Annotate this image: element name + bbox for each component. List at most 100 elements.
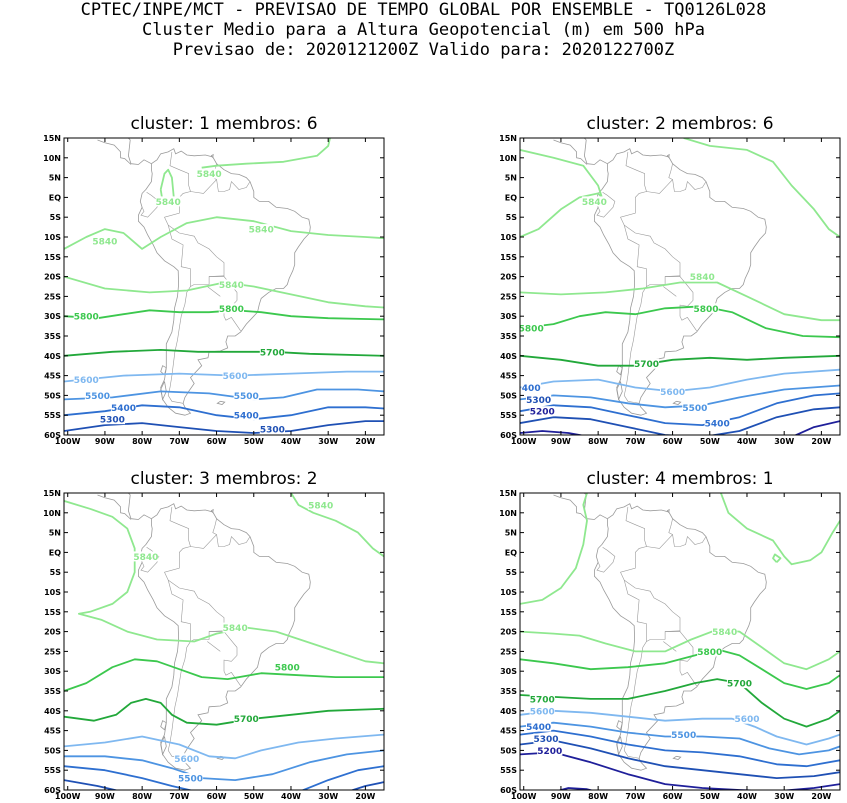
contour-label: 5400 — [526, 723, 551, 733]
panel-4-title: cluster: 4 membros: 1 — [586, 469, 774, 489]
contour-line — [520, 305, 840, 339]
contour-label: 5700 — [634, 360, 659, 370]
lon-tick-label: 80W — [132, 437, 152, 445]
lat-tick-label: 10N — [499, 509, 517, 518]
contour-line — [64, 388, 384, 401]
contour-line — [64, 349, 384, 357]
contour-label: 5600 — [174, 755, 199, 765]
lat-tick-label: 25S — [44, 292, 61, 301]
contour-label: 5700 — [234, 715, 259, 725]
lat-tick-label: 35S — [44, 332, 61, 341]
lat-tick-label: 15N — [499, 489, 517, 498]
map-layer: 5840 5840 5800 5800 5700 5600 5500 5400 400 5300 5… — [519, 138, 840, 435]
contour-line — [520, 149, 603, 198]
lon-tick-label: 30W — [774, 437, 794, 445]
panel-2-title: cluster: 2 membros: 6 — [586, 114, 774, 134]
contour-label: 5300 — [526, 396, 551, 406]
contour-label-bg — [73, 311, 99, 322]
contour-label-bg — [526, 394, 552, 405]
lat-tick-label: 60S — [44, 786, 61, 795]
contour-label: 5840 — [92, 238, 117, 248]
contour-label: 5840 — [197, 170, 222, 180]
lat-tick-label: 10N — [499, 154, 517, 163]
country-borders — [140, 151, 251, 404]
lon-tick-label: 20W — [811, 792, 831, 801]
contour-label: 5700 — [530, 695, 555, 705]
lat-tick-label: 60S — [44, 431, 61, 440]
lat-tick-label: 50S — [500, 391, 517, 400]
contour-label-bg — [671, 729, 697, 740]
contour-label-bg — [689, 271, 715, 282]
contour-label-bg — [110, 402, 137, 413]
lat-tick-label: 10S — [500, 233, 517, 242]
lat-tick-label: 60S — [500, 431, 517, 440]
lat-tick-label: 40S — [500, 707, 517, 716]
contour-line — [520, 729, 840, 768]
map-layer: 5840 5840 5840 5800 5700 5600 5500 — [64, 493, 384, 790]
lat-tick-label: 45S — [44, 727, 61, 736]
contour-label-bg — [233, 410, 259, 421]
lon-tick-label: 100W — [511, 437, 537, 445]
contour-label-bg — [526, 721, 552, 732]
contour-label-bg — [537, 745, 563, 756]
contour-line — [64, 698, 384, 726]
contour-line — [520, 384, 840, 409]
contour-label: 400 — [522, 384, 541, 394]
lat-tick-label: 15N — [43, 134, 61, 143]
lat-tick-label: 40S — [44, 707, 61, 716]
contour-label-bg — [581, 196, 607, 207]
contour-line — [201, 138, 331, 169]
lon-tick-label: 80W — [132, 792, 152, 801]
contour-label-bg — [633, 358, 660, 369]
lat-tick-label: 5S — [506, 568, 518, 577]
panel-1-title: cluster: 1 membros: 6 — [130, 114, 318, 134]
lat-tick-label: 45S — [500, 372, 517, 381]
map-frame — [63, 492, 385, 791]
lat-tick-label: 10N — [43, 154, 61, 163]
contour-label-bg — [660, 386, 686, 397]
contour-label: 5800 — [697, 648, 722, 658]
lat-tick-label: 15S — [44, 608, 61, 617]
contour-line — [520, 406, 840, 435]
contour-line — [520, 678, 840, 728]
contour-label: 5400 — [705, 420, 730, 430]
contour-label: 5500 — [85, 392, 110, 402]
lat-tick-label: 60S — [500, 786, 517, 795]
lon-tick-label: 100W — [55, 437, 81, 445]
contour-label: 5800 — [275, 664, 300, 674]
lat-tick-label: 5S — [506, 213, 518, 222]
map-panel-cluster-2: 5840 5840 5800 5800 5700 5600 5500 5400 400 5300 5… — [499, 134, 841, 445]
lon-tick-label: 60W — [663, 792, 683, 801]
contour-label-bg — [177, 773, 204, 784]
map-layer: 5840 5800 5700 5700 5600 5600 5500 5400 5300 5200 — [520, 493, 840, 790]
contour-label: 5840 — [223, 624, 248, 634]
lon-tick-label: 100W — [55, 792, 81, 801]
lat-tick-label: EQ — [505, 193, 517, 202]
lat-tick-label: EQ — [505, 548, 517, 557]
lat-tick-label: 30S — [500, 667, 517, 676]
lat-tick-label: 20S — [44, 273, 61, 282]
country-borders — [596, 506, 707, 759]
contour-line — [64, 779, 119, 790]
lon-tick-label: 40W — [737, 437, 757, 445]
lat-tick-label: 10S — [500, 588, 517, 597]
contour-line — [300, 765, 384, 790]
lat-tick-label: 55S — [44, 411, 61, 420]
contour-line — [520, 721, 840, 756]
contour-line — [520, 628, 840, 671]
contour-label: 5800 — [519, 325, 544, 335]
map-frame — [519, 137, 841, 436]
lon-tick-label: 60W — [663, 437, 683, 445]
contour-label: 5200 — [537, 747, 562, 757]
contour-label-bg — [529, 693, 555, 704]
contour-label-bg — [99, 414, 125, 425]
header-line-2: Cluster Medio para a Altura Geopotencial… — [142, 20, 705, 40]
contour-line — [520, 739, 840, 779]
contour-label-bg — [174, 753, 200, 764]
contour-label: 5300 — [100, 416, 125, 426]
lat-tick-label: 20S — [500, 273, 517, 282]
contour-line — [290, 493, 384, 558]
contour-line — [64, 765, 194, 790]
contour-label: 5200 — [530, 408, 555, 418]
map-panel-cluster-1: 5840 5840 5840 5840 5840 5800 5800 5700 5600 5600… — [43, 134, 385, 445]
